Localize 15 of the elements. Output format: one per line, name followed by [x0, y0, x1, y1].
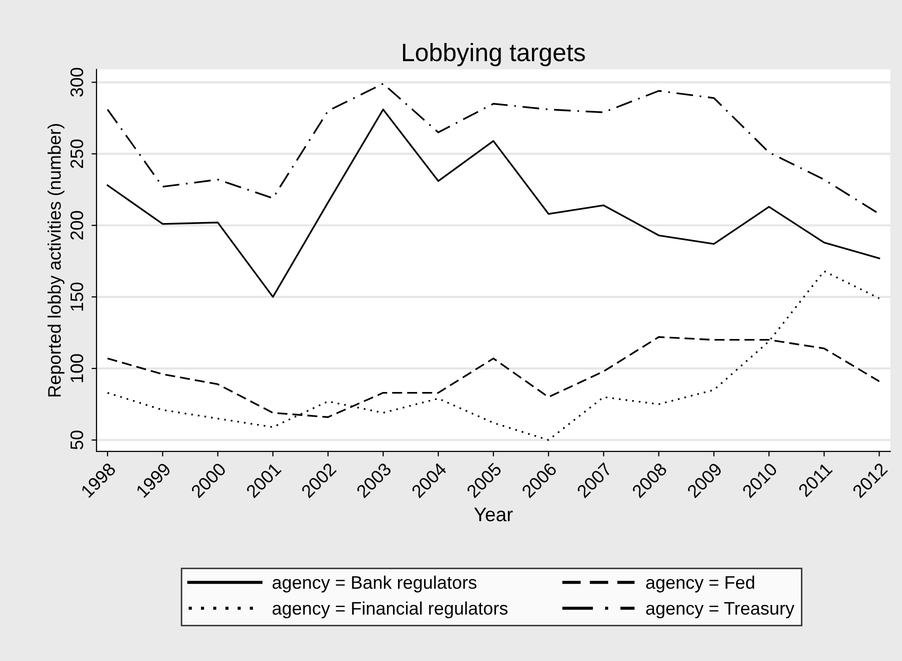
legend-label: agency = Treasury	[646, 602, 794, 618]
y-tick-label: 150	[70, 282, 84, 311]
line-series	[106, 270, 880, 441]
y-axis-title: Reported lobby activities (number)	[48, 124, 64, 396]
legend-label: agency = Financial regulators	[272, 601, 508, 618]
y-tick-label: 100	[70, 354, 84, 382]
chart-title: Lobbying targets	[403, 42, 585, 66]
y-tick-label: 250	[70, 139, 84, 168]
line-series	[106, 108, 880, 298]
y-tick-label: 300	[70, 68, 84, 97]
y-tick-label: 50	[70, 430, 84, 450]
y-tick-label: 200	[70, 211, 84, 240]
x-axis-title: Year	[474, 508, 513, 522]
legend-label: agency = Bank regulators	[272, 576, 476, 592]
legend-label: agency = Fed	[646, 576, 754, 592]
